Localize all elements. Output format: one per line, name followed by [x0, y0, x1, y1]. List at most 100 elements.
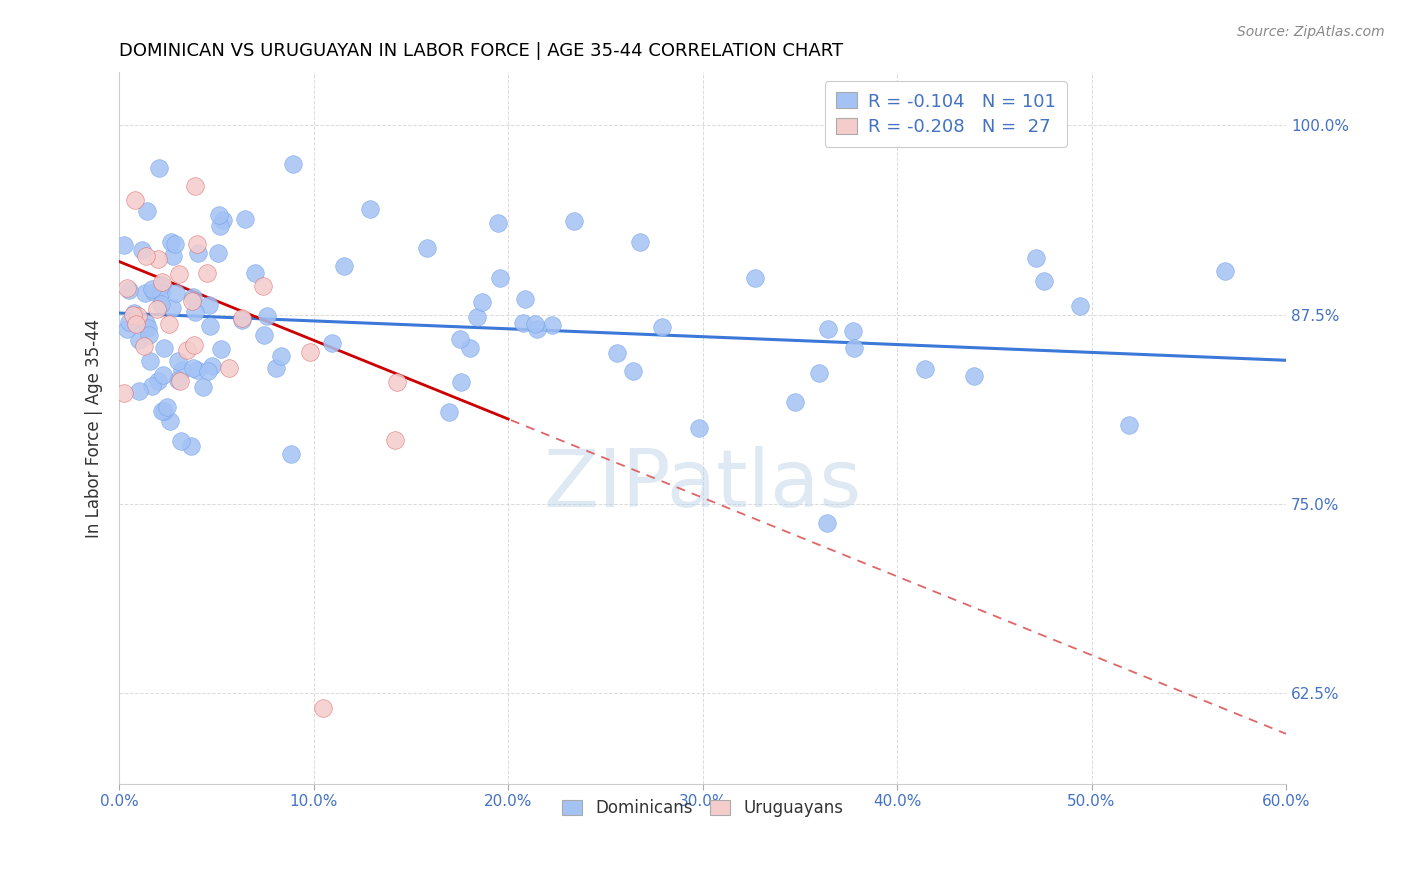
Point [184, 305, 207, 319]
Point [270, 349, 292, 363]
Point [163, 237, 186, 252]
Point [180, 439, 202, 453]
Point [231, 313, 253, 327]
Point [621, 364, 644, 378]
Point [176, 343, 198, 357]
Point [152, 275, 174, 289]
Point [148, 161, 170, 176]
Point [183, 338, 205, 352]
Point [136, 204, 159, 219]
Point [437, 404, 460, 418]
Point [146, 374, 169, 388]
Point [231, 310, 253, 325]
Point [152, 279, 174, 293]
Point [162, 250, 184, 264]
Point [159, 414, 181, 428]
Point [138, 328, 160, 343]
Point [606, 345, 628, 359]
Point [332, 259, 354, 273]
Point [150, 277, 173, 292]
Point [208, 219, 231, 233]
Point [201, 359, 224, 374]
Point [157, 317, 180, 331]
Point [815, 516, 838, 530]
Point [1213, 264, 1236, 278]
Point [146, 252, 169, 267]
Point [541, 318, 564, 332]
Point [181, 290, 204, 304]
Point [817, 321, 839, 335]
Point [209, 342, 232, 356]
Point [186, 362, 208, 376]
Point [169, 374, 191, 388]
Point [207, 246, 229, 260]
Point [181, 294, 204, 309]
Point [651, 320, 673, 334]
Point [156, 400, 179, 414]
Point [280, 447, 302, 461]
Point [744, 271, 766, 285]
Point [198, 298, 221, 312]
Point [628, 235, 651, 249]
Point [149, 286, 172, 301]
Point [141, 282, 163, 296]
Point [512, 316, 534, 330]
Point [842, 324, 865, 338]
Point [146, 301, 169, 316]
Point [488, 271, 510, 285]
Point [181, 360, 204, 375]
Point [465, 310, 488, 324]
Point [167, 354, 190, 368]
Point [385, 375, 408, 389]
Point [914, 361, 936, 376]
Point [118, 316, 141, 330]
Point [312, 701, 335, 715]
Point [152, 404, 174, 418]
Point [963, 369, 986, 384]
Point [150, 297, 173, 311]
Point [245, 266, 267, 280]
Point [141, 379, 163, 393]
Point [193, 380, 215, 394]
Point [1069, 299, 1091, 313]
Point [165, 286, 187, 301]
Point [450, 375, 472, 389]
Point [515, 292, 537, 306]
Text: ZIPatlas: ZIPatlas [544, 446, 862, 524]
Point [1025, 251, 1047, 265]
Point [118, 284, 141, 298]
Point [526, 322, 548, 336]
Point [128, 333, 150, 347]
Point [124, 306, 146, 320]
Point [253, 328, 276, 343]
Point [167, 267, 190, 281]
Point [125, 317, 148, 331]
Point [808, 366, 831, 380]
Point [384, 433, 406, 447]
Point [115, 322, 138, 336]
Legend: Dominicans, Uruguayans: Dominicans, Uruguayans [554, 790, 852, 825]
Point [562, 214, 585, 228]
Point [138, 354, 160, 368]
Point [183, 178, 205, 193]
Point [152, 404, 174, 418]
Point [783, 395, 806, 409]
Point [233, 211, 256, 226]
Point [167, 372, 190, 386]
Point [135, 249, 157, 263]
Point [208, 208, 231, 222]
Point [160, 301, 183, 315]
Point [128, 384, 150, 398]
Point [169, 434, 191, 449]
Point [252, 279, 274, 293]
Point [359, 202, 381, 217]
Point [842, 341, 865, 355]
Point [415, 241, 437, 255]
Point [523, 317, 546, 331]
Point [127, 310, 149, 324]
Point [471, 295, 494, 310]
Point [195, 266, 218, 280]
Point [115, 281, 138, 295]
Point [1033, 274, 1056, 288]
Point [321, 335, 343, 350]
